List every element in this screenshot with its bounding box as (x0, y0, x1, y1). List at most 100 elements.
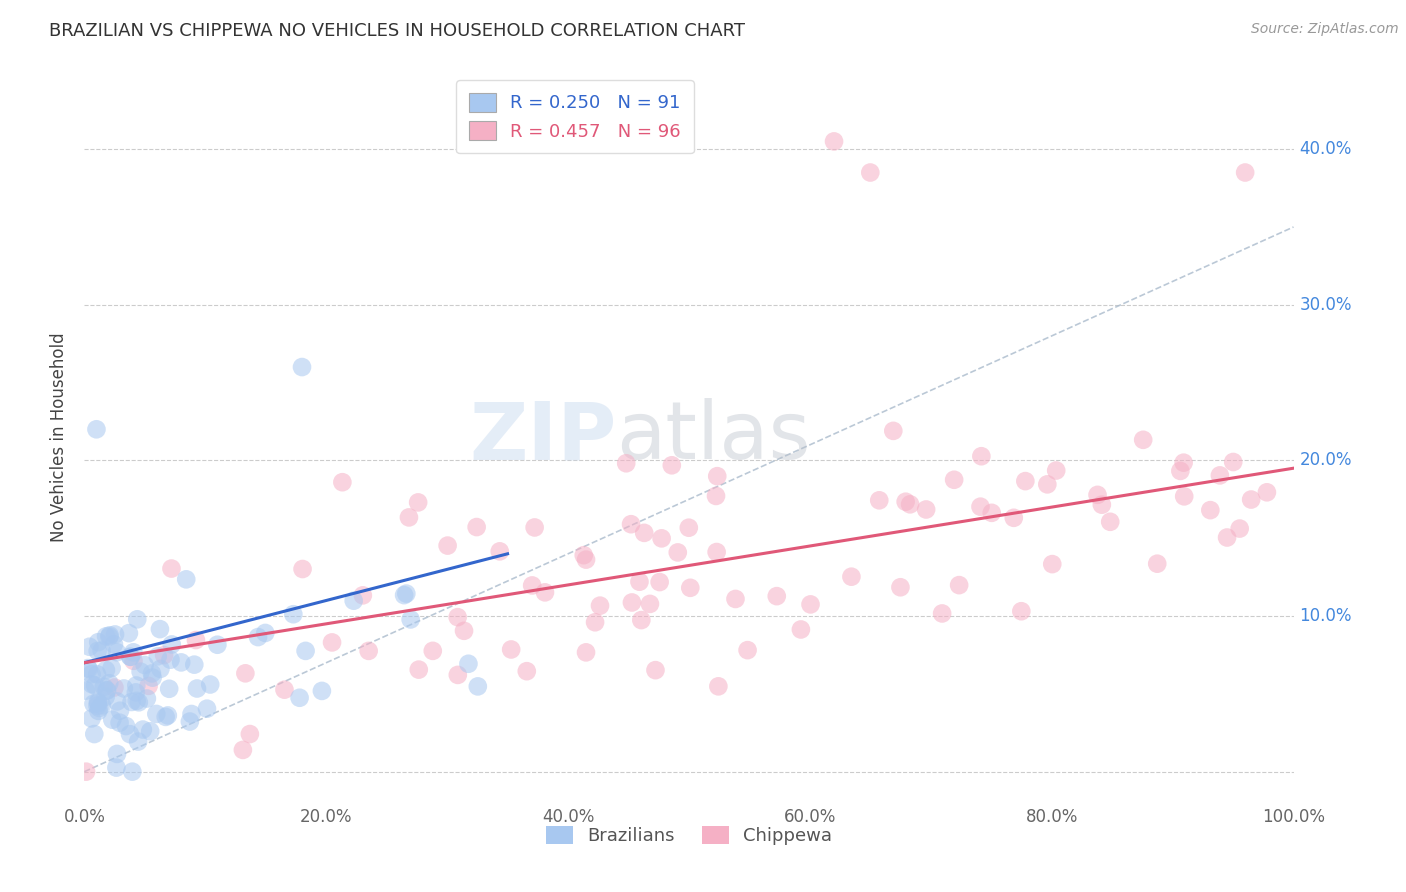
Point (94, 690, 117, 704)
Point (321, 635, 343, 649)
Point (86, 644, 108, 658)
Point (291, 359, 314, 374)
Point (156, 708, 179, 723)
Point (889, 580, 911, 594)
Point (146, 649, 169, 664)
Point (1229, 522, 1251, 536)
Point (534, 585, 557, 599)
Point (170, 656, 193, 670)
Point (453, 624, 475, 638)
Point (77, 661, 100, 675)
Point (186, 681, 208, 696)
Point (195, 701, 218, 715)
Point (398, 510, 420, 524)
Point (82, 697, 104, 711)
Point (96, 683, 118, 698)
Point (90, 643, 112, 657)
Point (516, 664, 538, 678)
Point (583, 615, 606, 630)
Point (644, 663, 666, 677)
Point (737, 643, 759, 657)
Point (91, 698, 114, 713)
Point (1216, 531, 1239, 545)
Point (160, 561, 183, 575)
Point (87, 635, 110, 649)
Text: 20.0%: 20.0% (1299, 451, 1353, 469)
Point (94, 663, 117, 677)
Point (841, 570, 863, 584)
Point (522, 578, 544, 592)
Point (98, 676, 121, 690)
Point (343, 593, 366, 607)
Point (915, 502, 938, 516)
Point (104, 627, 127, 641)
Point (127, 612, 149, 626)
Point (1087, 488, 1109, 502)
Point (98, 628, 121, 642)
Point (75, 683, 97, 698)
Point (572, 548, 595, 562)
Point (135, 691, 157, 706)
Point (100, 661, 122, 675)
Point (288, 690, 311, 705)
Point (488, 544, 510, 558)
Point (89, 701, 111, 715)
Point (408, 663, 430, 677)
Point (706, 545, 728, 559)
Legend: Brazilians, Chippewa: Brazilians, Chippewa (538, 819, 839, 852)
Point (575, 552, 598, 566)
Point (501, 642, 523, 657)
Point (84, 678, 107, 692)
Point (332, 475, 354, 490)
Point (406, 495, 429, 509)
Point (467, 679, 489, 693)
Point (1099, 515, 1122, 529)
Point (970, 449, 993, 463)
Text: 10.0%: 10.0% (1299, 607, 1353, 625)
Point (115, 719, 138, 733)
Point (159, 653, 181, 667)
Point (112, 681, 135, 696)
Point (153, 648, 176, 662)
Point (823, 135, 845, 149)
Point (707, 679, 730, 693)
Point (180, 706, 202, 721)
Point (357, 644, 380, 658)
Point (98, 630, 121, 644)
Point (1173, 456, 1195, 470)
Point (94, 629, 117, 643)
Point (436, 539, 458, 553)
Point (628, 574, 651, 589)
Point (661, 458, 683, 473)
Point (247, 630, 270, 644)
Point (105, 694, 128, 708)
Text: Source: ZipAtlas.com: Source: ZipAtlas.com (1251, 22, 1399, 37)
Point (283, 607, 305, 622)
Point (1132, 433, 1154, 447)
Point (83, 727, 105, 741)
Point (155, 710, 177, 724)
Point (80, 711, 103, 725)
Point (122, 645, 145, 659)
Point (630, 613, 652, 627)
Point (1170, 464, 1192, 478)
Text: 30.0%: 30.0% (1299, 296, 1353, 314)
Point (80, 667, 103, 681)
Point (174, 572, 197, 586)
Point (101, 713, 124, 727)
Point (96, 683, 118, 698)
Point (134, 658, 156, 673)
Point (232, 743, 254, 757)
Point (141, 666, 163, 681)
Point (128, 695, 150, 709)
Point (125, 694, 148, 708)
Point (77, 662, 100, 676)
Point (149, 622, 172, 636)
Point (633, 525, 655, 540)
Point (638, 597, 661, 611)
Point (145, 706, 167, 721)
Point (969, 500, 991, 514)
Point (127, 734, 149, 748)
Point (422, 644, 444, 658)
Point (273, 682, 295, 697)
